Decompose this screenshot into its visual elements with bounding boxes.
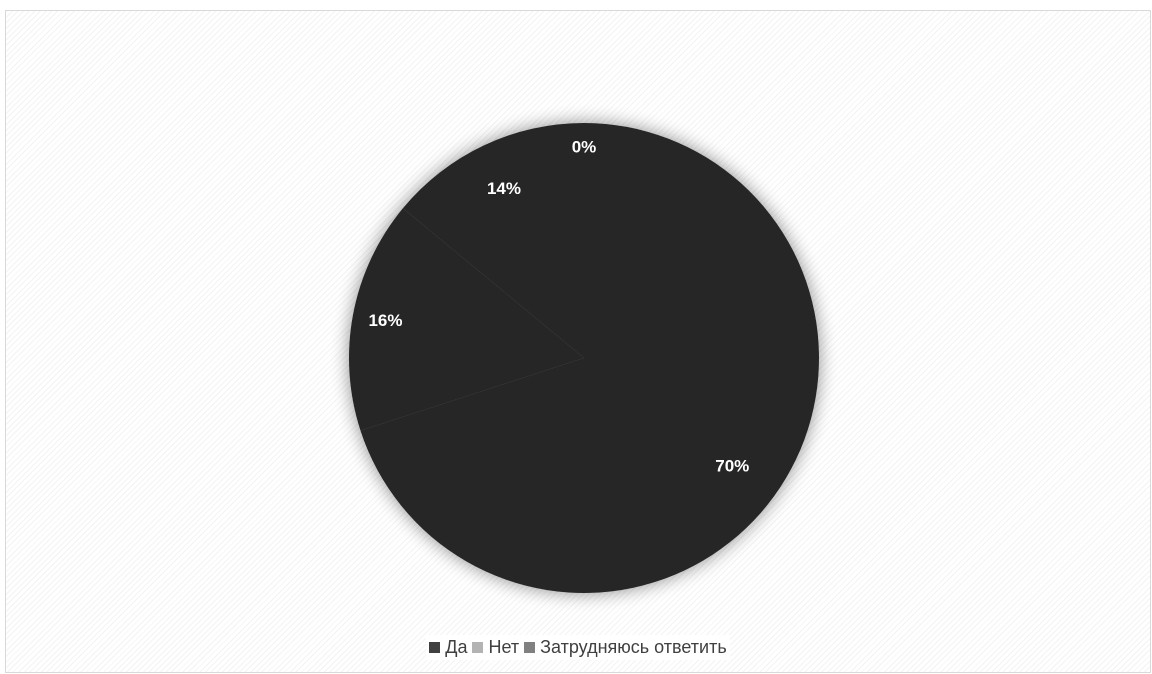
legend-item-2: Нет <box>472 637 519 658</box>
chart-area: 70% 16% 14% 0% Да Нет Затрудняюсь ответить <box>5 10 1151 673</box>
pie-data-label-2: 16% <box>368 311 402 330</box>
legend-label-3: Затрудняюсь ответить <box>540 637 727 657</box>
pie-chart: 70% 16% 14% 0% <box>348 123 819 593</box>
pie-slice-3 <box>402 123 584 358</box>
pie-slice-1 <box>360 123 819 593</box>
legend-item-1: Да <box>429 637 467 658</box>
pie-data-label-1: 70% <box>715 457 749 476</box>
pie-data-label-4: 0% <box>572 138 597 157</box>
legend-box: Да Нет Затрудняюсь ответить <box>426 635 730 660</box>
legend: Да Нет Затрудняюсь ответить <box>6 635 1150 660</box>
pie-slices <box>348 123 819 593</box>
pie-slice-2 <box>348 208 584 431</box>
legend-swatch-1 <box>429 642 441 653</box>
legend-swatch-2 <box>472 642 484 653</box>
legend-item-3: Затрудняюсь ответить <box>524 637 727 658</box>
legend-label-2: Нет <box>488 637 520 657</box>
pie-data-label-3: 14% <box>487 179 521 198</box>
pie-data-labels: 70% 16% 14% 0% <box>368 138 749 476</box>
legend-swatch-3 <box>524 642 536 653</box>
legend-label-1: Да <box>445 637 468 657</box>
